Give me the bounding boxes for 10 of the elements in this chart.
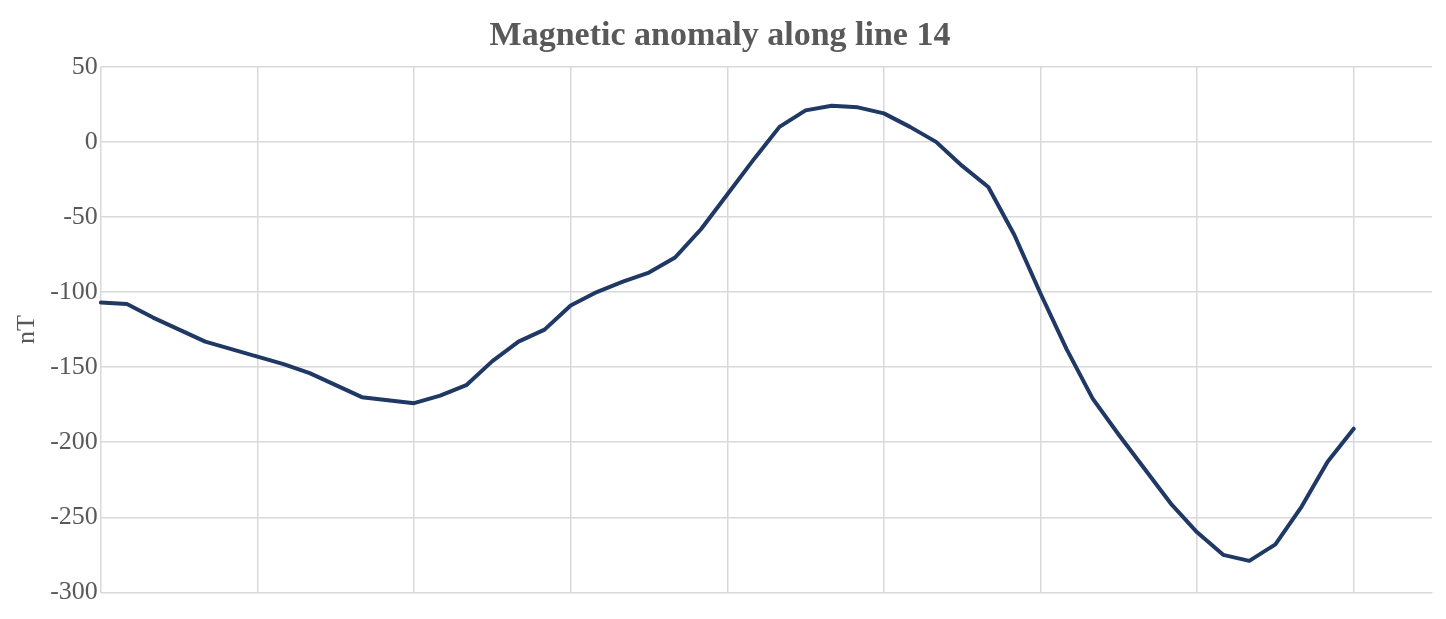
y-tick-label: -50: [63, 200, 98, 230]
y-tick-label: -300: [50, 576, 98, 606]
y-tick-label: 0: [84, 125, 98, 155]
chart-title: Magnetic anomaly along line 14: [489, 15, 951, 53]
y-tick-label: 50: [71, 50, 98, 80]
y-tick-label: -200: [50, 426, 98, 456]
y-tick-label: -100: [50, 275, 98, 305]
y-tick-label: -150: [50, 350, 98, 380]
y-tick-label: -250: [50, 501, 98, 531]
y-axis-title: nT: [11, 315, 41, 345]
